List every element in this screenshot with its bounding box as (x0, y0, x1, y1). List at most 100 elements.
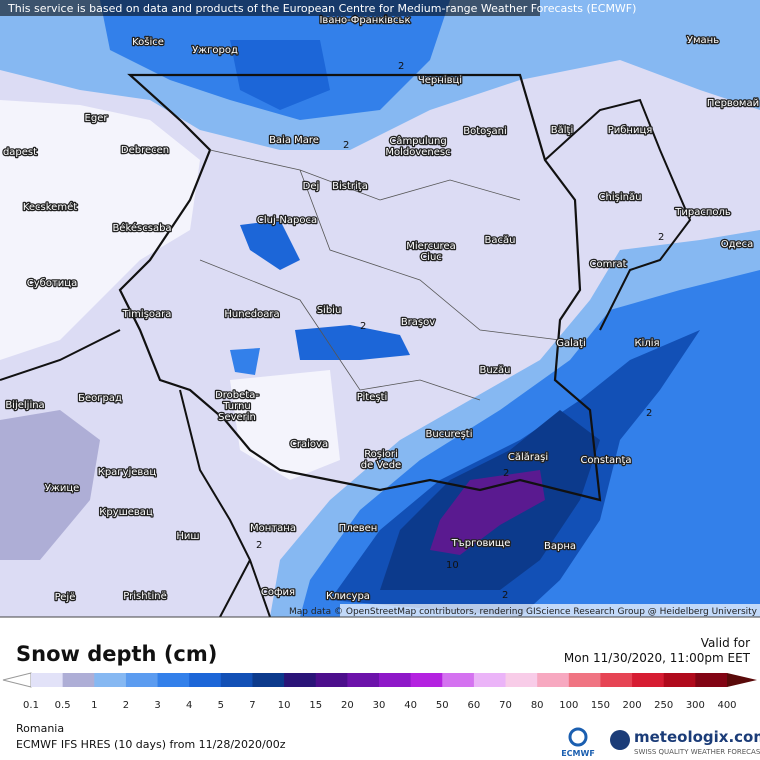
legend-label: 300 (686, 700, 705, 711)
legend-swatch (568, 673, 601, 687)
contour-label: 2 (503, 468, 509, 479)
city-label: Крагујевац (98, 466, 157, 478)
legend-label: 4 (186, 700, 192, 711)
contour-label: 2 (646, 408, 652, 419)
city-label: Bacău (485, 235, 516, 246)
city-label: Тирасполь (674, 207, 731, 218)
city-label: Călăraşi (508, 452, 548, 463)
legend-label: 100 (559, 700, 578, 711)
legend-label: 400 (717, 700, 736, 711)
city-label: Одеса (721, 239, 754, 250)
city-label: Чернівці (418, 74, 462, 86)
city-label: Pejë (55, 592, 76, 603)
legend-swatch (31, 673, 64, 687)
city-label: Drobeta- (215, 390, 259, 401)
city-label: Cluj-Napoca (257, 215, 317, 226)
model-info: ECMWF IFS HRES (10 days) from 11/28/2020… (16, 738, 286, 751)
country-border (0, 329, 271, 618)
city-label: Botoşani (463, 126, 506, 137)
legend-swatch (695, 673, 728, 687)
legend-label: 50 (436, 700, 449, 711)
city-label: Ужгород (192, 45, 238, 56)
city-labels: Košice Ужгород Івано-Франківськ Чернівці Ума… (2, 13, 760, 605)
legend-swatch (473, 673, 507, 687)
city-label: Timişoara (122, 309, 172, 320)
city-label: Bistriţa (332, 181, 368, 192)
city-label: Клисура (326, 591, 370, 602)
city-label: Hunedoara (224, 309, 279, 320)
valid-time: Mon 11/30/2020, 11:00pm EET (564, 651, 751, 665)
legend-label: 60 (468, 700, 481, 711)
legend-label: 5 (218, 700, 224, 711)
snow-area (240, 220, 300, 270)
ecmwf-icon (568, 727, 588, 747)
city-label: Buzău (480, 365, 511, 376)
city-label: Bălţi (551, 125, 573, 136)
city-label: Eger (85, 113, 109, 124)
city-label: Debrecen (121, 145, 169, 156)
city-label: Ниш (176, 531, 199, 542)
map (0, 0, 760, 618)
legend-label: 15 (309, 700, 322, 711)
brand: meteologix.com (634, 728, 760, 746)
legend-label: 7 (249, 700, 255, 711)
legend-label: 20 (341, 700, 354, 711)
city-label: Ужице (45, 483, 80, 494)
country-border (118, 73, 602, 502)
city-label: Умань (687, 35, 719, 46)
county-border (199, 149, 561, 401)
city-label: Constanţa (580, 455, 631, 466)
legend-label: 200 (623, 700, 642, 711)
legend-title: Snow depth (cm) (16, 642, 217, 666)
legend-swatch (663, 673, 696, 687)
city-label: Craiova (290, 439, 328, 450)
city-label: Первомай (707, 98, 759, 109)
legend-swatch (537, 673, 570, 687)
city-label: dapest (3, 147, 37, 158)
legend-swatch (189, 673, 222, 687)
city-label: Монтана (250, 523, 296, 534)
city-label: Bucureşti (426, 429, 473, 440)
legend-swatch (125, 673, 159, 687)
legend-swatch (600, 673, 633, 687)
snow-area (430, 470, 545, 555)
snow-free-area (0, 100, 200, 360)
city-label: Câmpulung (389, 135, 446, 147)
city-label: Moldovenesc (385, 147, 450, 158)
city-label: Sibiu (317, 305, 342, 316)
snow-area (230, 348, 260, 375)
legend-swatch (442, 673, 475, 687)
legend-swatch (379, 673, 412, 687)
city-label: Bijeljina (5, 400, 44, 411)
legend-swatch (62, 673, 95, 687)
legend-label: 70 (499, 700, 512, 711)
legend-swatch (632, 673, 665, 687)
contour-label: 2 (502, 590, 508, 601)
city-label: Galaţi (556, 338, 585, 349)
city-label: Dej (303, 181, 320, 192)
city-label: Prishtinë (123, 591, 166, 602)
brand-tagline: SWISS QUALITY WEATHER FORECASTING (634, 748, 760, 756)
legend-label: 30 (373, 700, 386, 711)
legend-label: 250 (654, 700, 673, 711)
city-label: Варна (544, 541, 576, 552)
region: Romania (16, 722, 64, 735)
contour-label: 2 (658, 232, 664, 243)
city-label: Крушевац (99, 507, 153, 518)
contour-label: 10 (446, 560, 459, 571)
contour-label: 2 (343, 140, 349, 151)
ecmwf-logo: ECMWF (561, 749, 595, 758)
contour-label: 2 (398, 61, 404, 72)
city-label: Кілія (634, 337, 659, 349)
city-label: Плевен (339, 523, 378, 534)
attribution-bar (340, 604, 760, 617)
city-label: Braşov (401, 317, 435, 328)
legend-label: 40 (404, 700, 417, 711)
contour-labels: 2 2 2 2 2 2 2 10 2 (256, 61, 664, 601)
snow-area (0, 410, 100, 560)
city-label: Comrat (589, 259, 626, 270)
snow-area (295, 325, 410, 360)
legend-arrow (2, 672, 32, 688)
legend-swatch (315, 673, 348, 687)
